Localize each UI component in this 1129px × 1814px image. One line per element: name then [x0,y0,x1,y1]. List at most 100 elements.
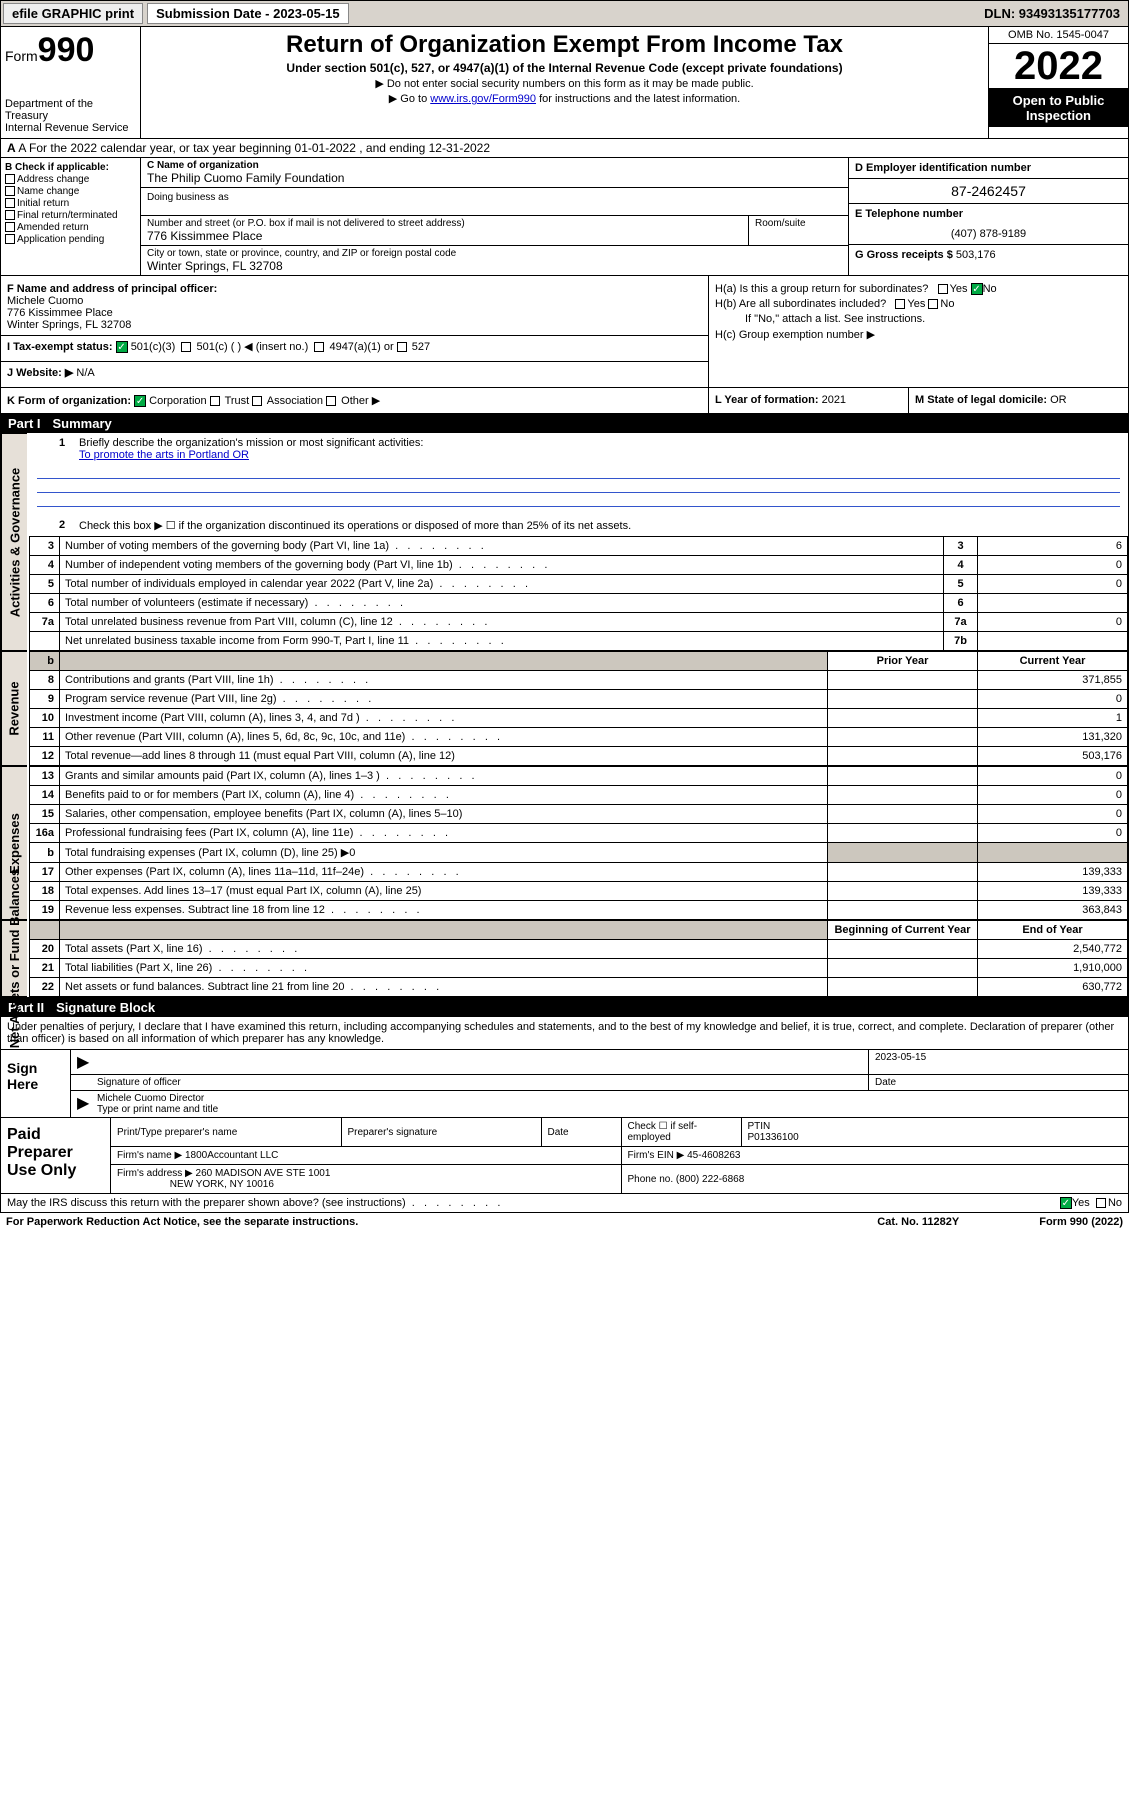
dba-label: Doing business as [147,192,229,203]
cat-number: Cat. No. 11282Y [877,1216,959,1228]
chk-trust[interactable] [210,396,220,406]
ha-label: H(a) Is this a group return for subordin… [715,283,928,295]
part1-subtitle: Summary [53,416,112,431]
form-ref: Form 990 (2022) [1039,1216,1123,1228]
chk-4947[interactable] [314,342,324,352]
part2-subtitle: Signature Block [56,1000,155,1015]
open-inspection: Open to Public Inspection [989,89,1128,127]
paid-preparer-label: Paid Preparer Use Only [1,1118,111,1193]
dln-number: DLN: 93493135177703 [984,6,1126,21]
info-block: B Check if applicable: Address change Na… [0,158,1129,276]
chk-address-change[interactable] [5,174,15,184]
chk-app-pending[interactable] [5,234,15,244]
col-b-label: B Check if applicable: [5,162,109,173]
chk-amended[interactable] [5,222,15,232]
city-label: City or town, state or province, country… [147,248,456,259]
line2-text: Check this box ▶ ☐ if the organization d… [79,520,631,532]
chk-initial-return[interactable] [5,198,15,208]
row-klm: K Form of organization: ✓ Corporation Tr… [0,388,1129,414]
arrow-icon: ▶ [77,1095,89,1112]
prep-name-header: Print/Type preparer's name [111,1118,341,1147]
chk-discuss-no[interactable] [1096,1198,1106,1208]
prep-sig-header: Preparer's signature [341,1118,541,1147]
chk-discuss-yes[interactable]: ✓ [1060,1197,1072,1209]
net-assets-table: Beginning of Current YearEnd of Year 20T… [29,920,1128,997]
chk-final-return[interactable] [5,210,15,220]
chk-ha-yes[interactable] [938,284,948,294]
revenue-table: bPrior YearCurrent Year 8Contributions a… [29,651,1128,766]
efile-print-button[interactable]: efile GRAPHIC print [3,3,143,24]
part1-body: Activities & Governance 1 Briefly descri… [0,433,1129,998]
opt-name-change: Name change [17,186,79,197]
side-tab-governance: Activities & Governance [1,433,27,651]
form-subtitle: Under section 501(c), 527, or 4947(a)(1)… [147,61,982,75]
opt-address-change: Address change [17,174,89,185]
governance-table: 3Number of voting members of the governi… [29,536,1128,651]
ptin-value: P01336100 [748,1132,799,1143]
ssn-note: ▶ Do not enter social security numbers o… [147,77,982,90]
discuss-text: May the IRS discuss this return with the… [7,1197,1060,1209]
officer-name: Michele Cuomo [7,295,83,307]
k-label: K Form of organization: [7,395,131,407]
sig-officer-label: Signature of officer [91,1075,868,1090]
chk-501c[interactable] [181,342,191,352]
goto-pre: ▶ Go to [389,93,430,105]
chk-other[interactable] [326,396,336,406]
officer-city: Winter Springs, FL 32708 [7,319,131,331]
sig-date-val: 2023-05-15 [868,1050,1128,1074]
opt-final-return: Final return/terminated [17,210,118,221]
side-tab-net-assets: Net Assets or Fund Balances [1,920,27,997]
arrow-icon: ▶ [77,1054,89,1071]
opt-527: 527 [412,341,430,353]
org-name: The Philip Cuomo Family Foundation [147,171,344,185]
irs-link[interactable]: www.irs.gov/Form990 [430,93,536,105]
tax-year: 2022 [989,44,1128,89]
chk-name-change[interactable] [5,186,15,196]
part2-header: Part II Signature Block [0,998,1129,1017]
firm-phone: (800) 222-6868 [676,1174,744,1185]
part1-title: Part I [8,416,41,431]
c-label: C Name of organization [147,160,259,171]
chk-527[interactable] [397,342,407,352]
chk-assoc[interactable] [252,396,262,406]
opt-app-pending: Application pending [17,234,104,245]
bottom-line: For Paperwork Reduction Act Notice, see … [0,1213,1129,1231]
opt-initial-return: Initial return [17,198,69,209]
opt-assoc: Association [267,395,323,407]
submission-date: Submission Date - 2023-05-15 [147,3,349,24]
chk-corp[interactable]: ✓ [134,395,146,407]
e-phone-label: E Telephone number [855,208,963,220]
phone-value: (407) 878-9189 [849,224,1128,245]
chk-hb-no[interactable] [928,299,938,309]
irs-label: Internal Revenue Service [5,122,136,134]
ha-yes: Yes [950,283,968,295]
hc-label: H(c) Group exemption number ▶ [715,328,1122,341]
website-val: N/A [76,367,94,379]
hb-no: No [940,298,954,310]
f-label: F Name and address of principal officer: [7,283,217,295]
firm-ein: 45-4608263 [687,1150,740,1161]
hb-label: H(b) Are all subordinates included? [715,298,886,310]
ein-value: 87-2462457 [849,179,1128,204]
opt-trust: Trust [225,395,250,407]
chk-ha-no[interactable]: ✓ [971,283,983,295]
chk-501c3[interactable]: ✓ [116,341,128,353]
part1-header: Part I Summary [0,414,1129,433]
date-label: Date [868,1075,1128,1090]
officer-street: 776 Kissimmee Place [7,307,113,319]
hb-note: If "No," attach a list. See instructions… [715,313,1122,325]
city-val: Winter Springs, FL 32708 [147,259,283,273]
ha-no: No [983,283,997,295]
row-a-text: A For the 2022 calendar year, or tax yea… [18,141,490,155]
street-val: 776 Kissimmee Place [147,229,262,243]
mission-text: To promote the arts in Portland OR [79,449,249,461]
dept-treasury: Department of the Treasury [5,98,136,122]
firm-addr1: 260 MADISON AVE STE 1001 [196,1168,331,1179]
opt-other: Other ▶ [341,395,380,407]
j-label: J Website: ▶ [7,367,73,379]
firm-addr-label: Firm's address ▶ [117,1168,193,1179]
hb-yes: Yes [907,298,925,310]
chk-hb-yes[interactable] [895,299,905,309]
year-formation: 2021 [822,394,846,406]
form-number: 990 [38,31,95,69]
